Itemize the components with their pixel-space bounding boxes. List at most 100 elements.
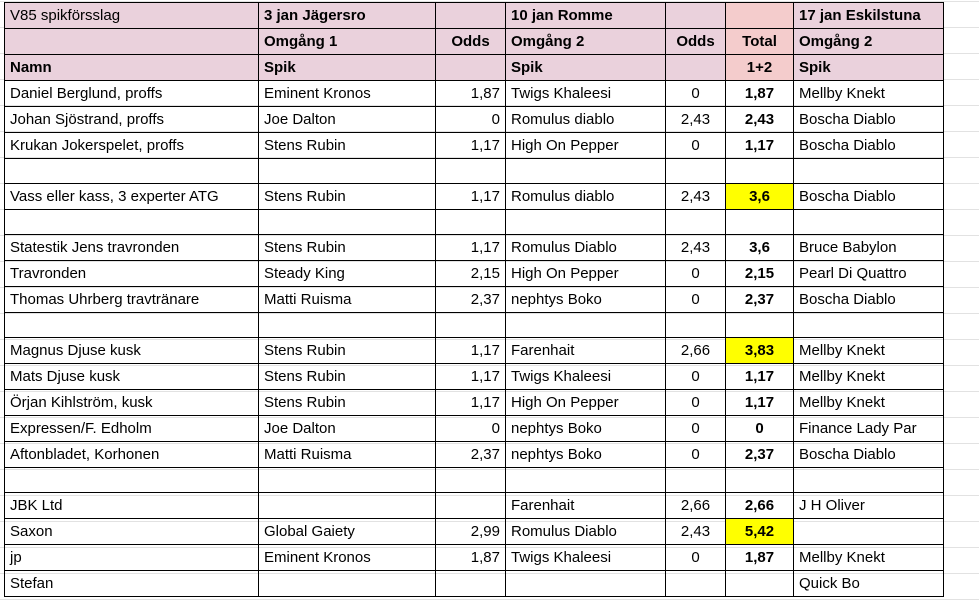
name-cell[interactable]: Örjan Kihlström, kusk	[4, 389, 259, 416]
total-cell[interactable]	[725, 158, 794, 184]
spik3-cell[interactable]: Quick Bo	[793, 570, 944, 597]
total-cell[interactable]: 1,87	[725, 544, 794, 571]
spik1-cell[interactable]: Matti Ruisma	[258, 286, 436, 313]
odds1-cell[interactable]	[435, 158, 506, 184]
header-cell[interactable]	[435, 2, 506, 29]
spik1-cell[interactable]: Stens Rubin	[258, 337, 436, 364]
spik3-cell[interactable]: Mellby Knekt	[793, 337, 944, 364]
spik3-cell[interactable]: Mellby Knekt	[793, 544, 944, 571]
spik2-cell[interactable]: Romulus Diablo	[505, 518, 666, 545]
header-cell[interactable]	[665, 54, 726, 81]
odds2-cell[interactable]	[665, 209, 726, 235]
header-cell[interactable]	[435, 54, 506, 81]
spik1-cell[interactable]: Global Gaiety	[258, 518, 436, 545]
total-cell[interactable]	[725, 312, 794, 338]
spik2-cell[interactable]	[505, 312, 666, 338]
total-cell[interactable]: 5,42	[725, 518, 794, 545]
spik1-cell[interactable]	[258, 492, 436, 519]
odds2-cell[interactable]: 2,43	[665, 234, 726, 261]
spik1-cell[interactable]: Joe Dalton	[258, 415, 436, 442]
total-cell[interactable]: 2,66	[725, 492, 794, 519]
odds2-cell[interactable]: 0	[665, 544, 726, 571]
total-cell[interactable]: 1,17	[725, 363, 794, 390]
odds1-cell[interactable]: 2,15	[435, 260, 506, 287]
header-cell[interactable]	[665, 2, 726, 29]
spik3-cell[interactable]: Finance Lady Par	[793, 415, 944, 442]
total-cell[interactable]	[725, 467, 794, 493]
odds2-cell[interactable]: 2,43	[665, 183, 726, 210]
spik2-cell[interactable]: Twigs Khaleesi	[505, 544, 666, 571]
odds1-cell[interactable]: 1,17	[435, 183, 506, 210]
spik3-cell[interactable]	[793, 467, 944, 493]
spik1-cell[interactable]: Stens Rubin	[258, 389, 436, 416]
spik2-cell[interactable]	[505, 570, 666, 597]
odds1-cell[interactable]: 1,17	[435, 389, 506, 416]
name-cell[interactable]	[4, 209, 259, 235]
spik3-cell[interactable]: Boscha Diablo	[793, 132, 944, 159]
header-cell[interactable]: Omgång 2	[505, 28, 666, 55]
spik1-cell[interactable]	[258, 312, 436, 338]
odds1-cell[interactable]: 1,17	[435, 132, 506, 159]
odds1-cell[interactable]	[435, 467, 506, 493]
spik3-cell[interactable]: Mellby Knekt	[793, 80, 944, 107]
spik2-cell[interactable]	[505, 209, 666, 235]
odds1-cell[interactable]: 2,37	[435, 441, 506, 468]
name-cell[interactable]: JBK Ltd	[4, 492, 259, 519]
spik3-cell[interactable]: Boscha Diablo	[793, 441, 944, 468]
spik3-cell[interactable]: Mellby Knekt	[793, 363, 944, 390]
header-cell[interactable]: Omgång 1	[258, 28, 436, 55]
total-cell[interactable]	[725, 209, 794, 235]
spik1-cell[interactable]: Stens Rubin	[258, 183, 436, 210]
name-cell[interactable]: Aftonbladet, Korhonen	[4, 441, 259, 468]
odds2-cell[interactable]	[665, 570, 726, 597]
header-cell[interactable]: Spik	[258, 54, 436, 81]
odds2-cell[interactable]: 0	[665, 363, 726, 390]
spik3-cell[interactable]	[793, 158, 944, 184]
total-cell[interactable]: 1,87	[725, 80, 794, 107]
spik2-cell[interactable]: Farenhait	[505, 492, 666, 519]
spik2-cell[interactable]: Farenhait	[505, 337, 666, 364]
odds1-cell[interactable]: 1,17	[435, 337, 506, 364]
spik2-cell[interactable]: Romulus diablo	[505, 106, 666, 133]
odds2-cell[interactable]	[665, 312, 726, 338]
total-cell[interactable]: 3,83	[725, 337, 794, 364]
header-cell[interactable]: Namn	[4, 54, 259, 81]
spik2-cell[interactable]: Twigs Khaleesi	[505, 80, 666, 107]
odds2-cell[interactable]: 2,66	[665, 337, 726, 364]
header-cell[interactable]: 10 jan Romme	[505, 2, 666, 29]
odds2-cell[interactable]: 0	[665, 132, 726, 159]
header-cell[interactable]: Omgång 2	[793, 28, 944, 55]
odds1-cell[interactable]: 0	[435, 415, 506, 442]
spik3-cell[interactable]	[793, 518, 944, 545]
spik2-cell[interactable]: High On Pepper	[505, 260, 666, 287]
name-cell[interactable]	[4, 467, 259, 493]
spik2-cell[interactable]: nephtys Boko	[505, 286, 666, 313]
odds2-cell[interactable]: 2,43	[665, 518, 726, 545]
spik2-cell[interactable]: High On Pepper	[505, 389, 666, 416]
name-cell[interactable]: Statestik Jens travronden	[4, 234, 259, 261]
spik1-cell[interactable]	[258, 209, 436, 235]
odds1-cell[interactable]	[435, 209, 506, 235]
name-cell[interactable]: Expressen/F. Edholm	[4, 415, 259, 442]
spik1-cell[interactable]: Matti Ruisma	[258, 441, 436, 468]
name-cell[interactable]: Krukan Jokerspelet, proffs	[4, 132, 259, 159]
spik2-cell[interactable]: Romulus diablo	[505, 183, 666, 210]
name-cell[interactable]: Johan Sjöstrand, proffs	[4, 106, 259, 133]
spik2-cell[interactable]: High On Pepper	[505, 132, 666, 159]
odds1-cell[interactable]: 0	[435, 106, 506, 133]
spik3-cell[interactable]: J H Oliver	[793, 492, 944, 519]
spik1-cell[interactable]: Stens Rubin	[258, 363, 436, 390]
odds2-cell[interactable]: 0	[665, 286, 726, 313]
name-cell[interactable]: jp	[4, 544, 259, 571]
odds2-cell[interactable]	[665, 158, 726, 184]
odds1-cell[interactable]: 2,37	[435, 286, 506, 313]
spik1-cell[interactable]	[258, 467, 436, 493]
total-cell[interactable]	[725, 570, 794, 597]
odds1-cell[interactable]: 2,99	[435, 518, 506, 545]
spik1-cell[interactable]: Stens Rubin	[258, 234, 436, 261]
odds2-cell[interactable]: 0	[665, 415, 726, 442]
odds2-cell[interactable]	[665, 467, 726, 493]
spik2-cell[interactable]: Romulus Diablo	[505, 234, 666, 261]
odds1-cell[interactable]: 1,87	[435, 544, 506, 571]
total-cell[interactable]: 1,17	[725, 389, 794, 416]
